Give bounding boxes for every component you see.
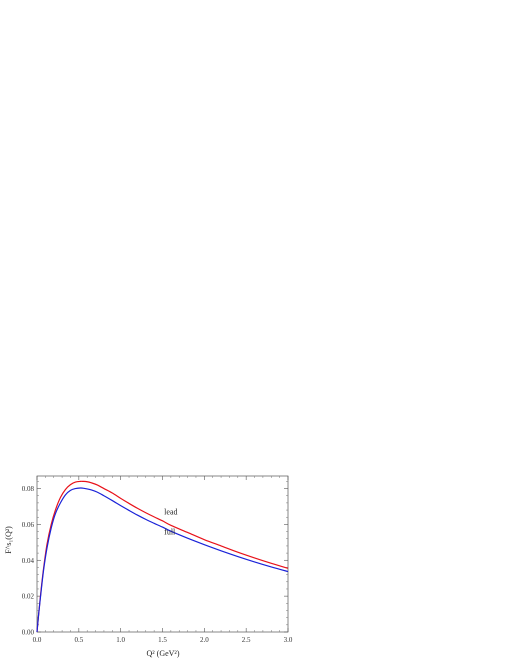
annotation-group: lead full (164, 508, 177, 537)
x-tick-label: 0.0 (33, 636, 42, 644)
y-tick-label: 0.06 (22, 521, 35, 529)
y-tick-label: 0.04 (22, 557, 35, 565)
series-line-full (36, 487, 289, 633)
x-axis-label: Q² (GeV²) (146, 649, 179, 658)
x-tick-label: 2.5 (242, 636, 251, 644)
y-tick-label: 0.02 (22, 593, 35, 601)
x-tick-label: 1.5 (158, 636, 167, 644)
tick-group: 0.0 0.5 1.0 1.5 2.0 2.5 3.0 0.00 0.02 0.04 0.06 0.0… (22, 476, 293, 644)
x-tick-label: 0.5 (74, 636, 83, 644)
plot-frame (36, 475, 289, 633)
annotation-lead: lead (164, 508, 177, 517)
y-axis-label: F^s₁(Q²) (4, 526, 13, 554)
x-tick-label: 1.0 (116, 636, 125, 644)
annotation-full: full (164, 527, 176, 536)
y-tick-label: 0.00 (22, 629, 35, 637)
series-line-lead (36, 480, 289, 633)
y-tick-label: 0.08 (22, 485, 35, 493)
x-tick-label: 2.0 (200, 636, 209, 644)
x-tick-label: 3.0 (284, 636, 293, 644)
series-group (36, 480, 289, 633)
